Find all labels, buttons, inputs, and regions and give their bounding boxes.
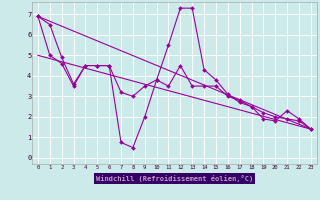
X-axis label: Windchill (Refroidissement éolien,°C): Windchill (Refroidissement éolien,°C) bbox=[96, 175, 253, 182]
